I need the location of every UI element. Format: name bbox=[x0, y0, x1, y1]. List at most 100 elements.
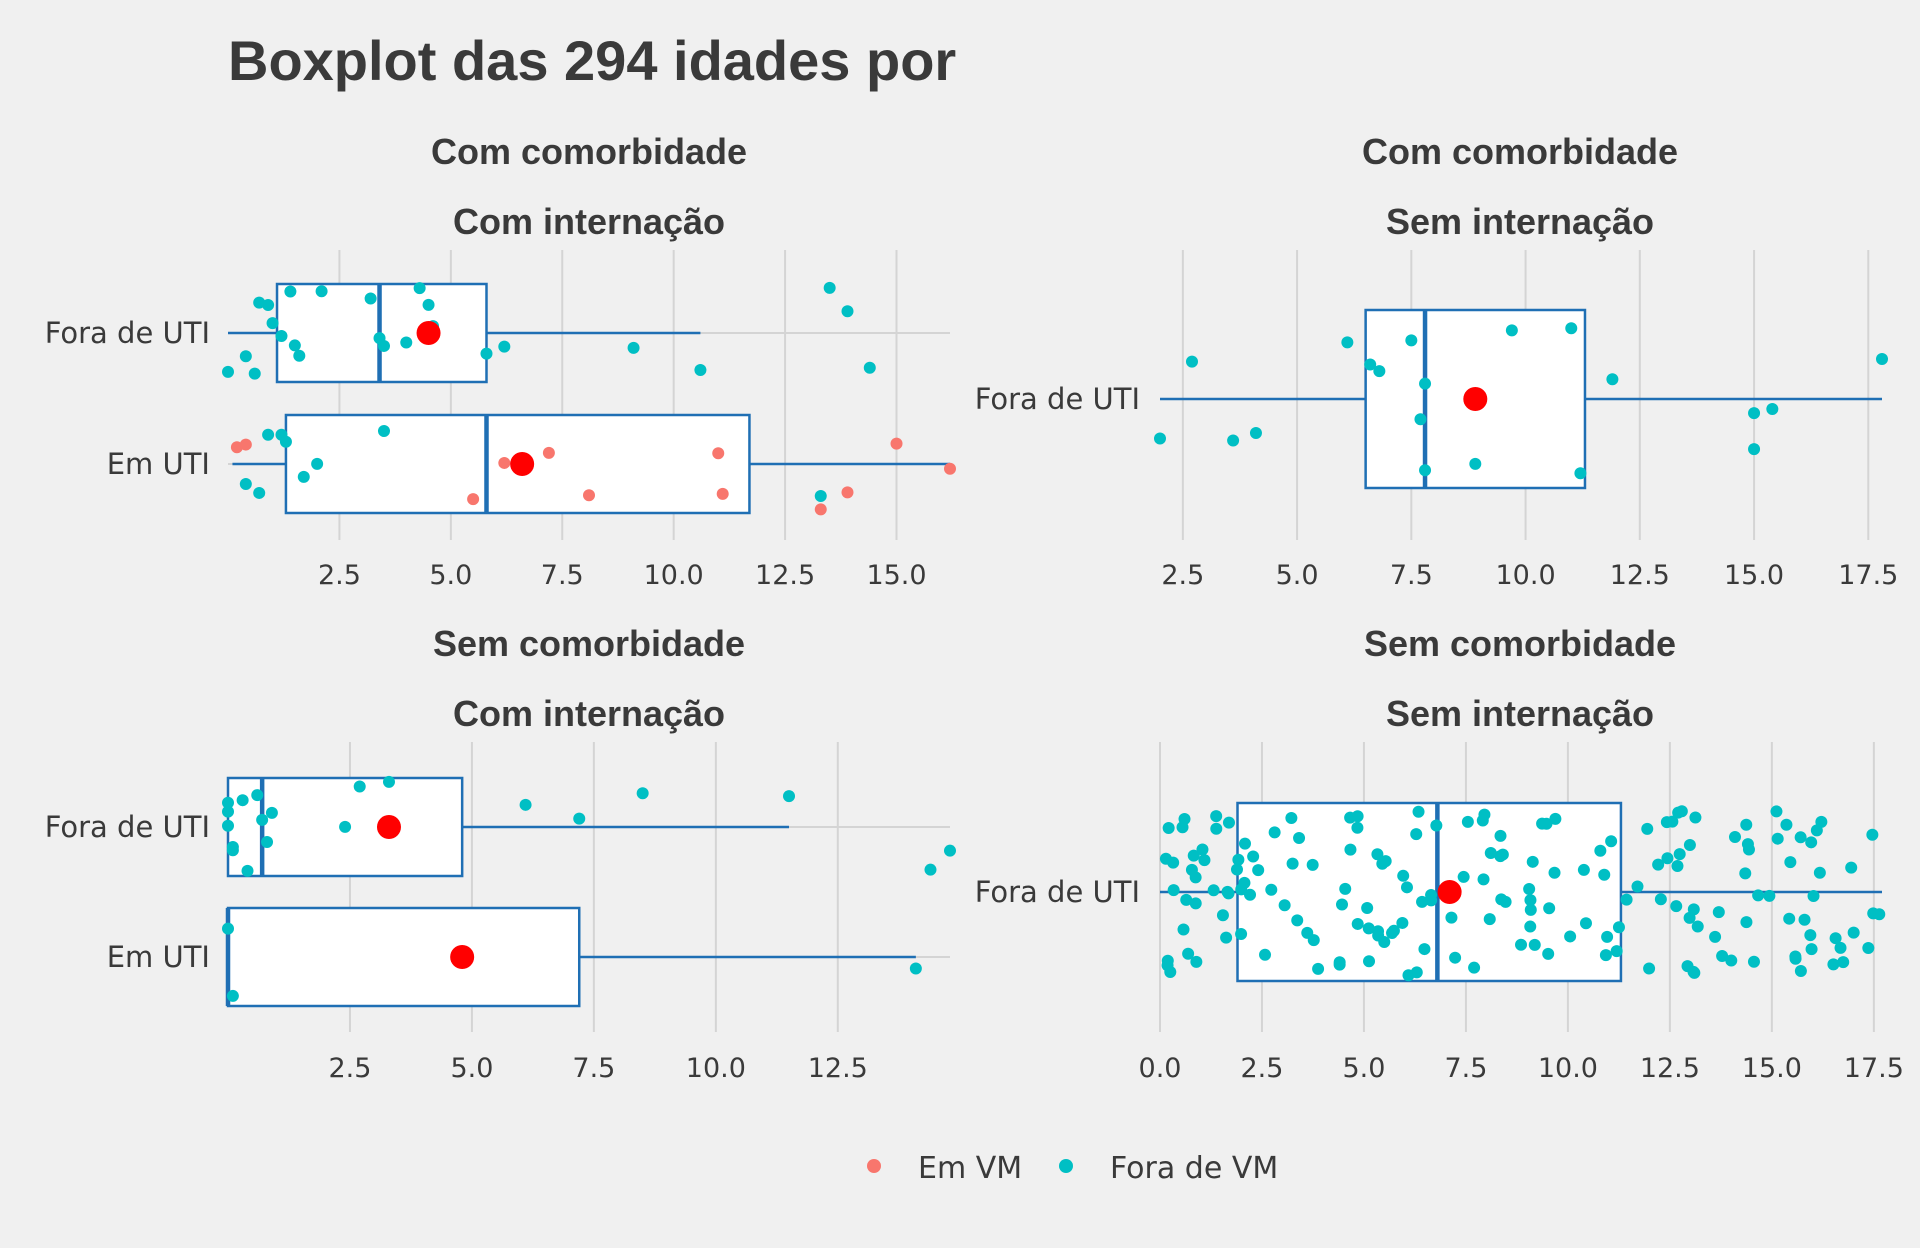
data-point bbox=[1740, 818, 1753, 831]
data-point bbox=[339, 820, 352, 833]
data-point bbox=[1419, 377, 1432, 390]
data-point bbox=[1599, 949, 1612, 962]
box-em-uti bbox=[225, 906, 916, 1008]
data-point bbox=[377, 339, 390, 352]
x-tick-label: 0.0 bbox=[1139, 1053, 1182, 1084]
mean-point bbox=[450, 945, 475, 969]
data-point bbox=[1542, 947, 1555, 960]
data-point bbox=[315, 285, 328, 298]
data-point bbox=[627, 341, 640, 354]
data-point bbox=[1673, 848, 1686, 861]
x-tick-label: 7.5 bbox=[572, 1053, 615, 1084]
data-point bbox=[1579, 917, 1592, 930]
data-point bbox=[377, 424, 390, 437]
data-point bbox=[261, 835, 274, 848]
data-point bbox=[1641, 822, 1654, 835]
data-point bbox=[1410, 966, 1423, 979]
strip-label-top: Sem comorbidade bbox=[433, 623, 745, 664]
data-point bbox=[241, 864, 254, 877]
data-point bbox=[814, 503, 827, 516]
data-point bbox=[1461, 815, 1474, 828]
data-point bbox=[467, 493, 480, 506]
data-point bbox=[1410, 828, 1423, 841]
data-point bbox=[694, 364, 707, 377]
x-tick-label: 7.5 bbox=[541, 560, 584, 591]
x-tick-label: 2.5 bbox=[328, 1053, 371, 1084]
data-point bbox=[1804, 929, 1817, 942]
data-point bbox=[1252, 864, 1265, 877]
data-point bbox=[1524, 920, 1537, 933]
data-point bbox=[1259, 948, 1272, 961]
data-point bbox=[1425, 889, 1438, 902]
strip-label-bottom: Com internação bbox=[453, 201, 725, 242]
data-point bbox=[1373, 365, 1386, 378]
x-tick-label: 12.5 bbox=[755, 560, 815, 591]
data-point bbox=[1543, 902, 1556, 915]
panel-com-comorbidade-com-internacao: Com comorbidade Com internação 2.5 5.0 7.5… bbox=[45, 131, 956, 591]
data-point bbox=[1187, 849, 1200, 862]
x-tick-label: 17.5 bbox=[1844, 1053, 1904, 1084]
y-category-label: Fora de UTI bbox=[975, 875, 1140, 909]
data-point bbox=[1177, 923, 1190, 936]
data-point bbox=[1232, 853, 1245, 866]
y-category-label: Fora de UTI bbox=[45, 810, 210, 844]
data-point bbox=[1740, 916, 1753, 929]
data-point bbox=[1154, 432, 1166, 445]
data-point bbox=[1810, 824, 1823, 837]
panel-sem-comorbidade-sem-internacao: Sem comorbidade Sem internação 0.0 2.5 5.0… bbox=[975, 623, 1904, 1084]
data-point bbox=[1784, 856, 1797, 869]
data-point bbox=[1660, 816, 1673, 829]
data-point bbox=[1605, 835, 1618, 848]
data-point bbox=[262, 298, 275, 311]
y-category-label: Fora de UTI bbox=[45, 316, 210, 350]
data-point bbox=[1526, 855, 1539, 868]
data-point bbox=[1312, 962, 1325, 975]
data-point bbox=[1220, 931, 1233, 944]
data-point bbox=[1631, 880, 1644, 893]
data-point bbox=[1190, 955, 1203, 968]
data-point bbox=[1198, 854, 1211, 867]
data-point bbox=[1494, 829, 1507, 842]
data-point bbox=[519, 798, 532, 811]
data-point bbox=[1238, 837, 1251, 850]
y-category-label: Fora de UTI bbox=[975, 382, 1140, 416]
data-point bbox=[239, 350, 252, 363]
data-point bbox=[1268, 826, 1281, 839]
legend-key-fora-de-vm bbox=[1059, 1159, 1073, 1173]
data-point bbox=[1216, 909, 1229, 922]
data-point bbox=[1807, 890, 1820, 903]
data-point bbox=[1182, 947, 1195, 960]
strip-label-top: Sem comorbidade bbox=[1364, 623, 1676, 664]
data-point bbox=[1414, 413, 1427, 426]
data-point bbox=[1725, 954, 1738, 967]
data-point bbox=[239, 478, 252, 491]
data-point bbox=[256, 813, 269, 826]
data-point bbox=[1449, 951, 1462, 964]
data-point bbox=[1457, 870, 1470, 883]
data-point bbox=[1306, 858, 1319, 871]
data-point bbox=[239, 438, 252, 451]
data-point bbox=[1565, 322, 1578, 335]
mean-point bbox=[416, 321, 441, 345]
data-point bbox=[1344, 811, 1357, 824]
data-point bbox=[1847, 926, 1860, 939]
data-point bbox=[1176, 821, 1189, 834]
data-point bbox=[1771, 832, 1784, 845]
data-point bbox=[297, 470, 310, 483]
data-point bbox=[1728, 830, 1741, 843]
data-point bbox=[1770, 805, 1783, 818]
data-point bbox=[1829, 932, 1842, 945]
data-point bbox=[944, 462, 956, 475]
data-point bbox=[1185, 863, 1198, 876]
data-point bbox=[311, 457, 324, 470]
data-point bbox=[1780, 818, 1793, 831]
x-tick-label: 12.5 bbox=[808, 1053, 868, 1084]
mean-point bbox=[510, 452, 535, 476]
x-tick-label: 15.0 bbox=[1724, 560, 1784, 591]
data-point bbox=[1364, 358, 1377, 371]
data-point bbox=[1577, 863, 1590, 876]
data-point bbox=[1866, 828, 1879, 841]
data-point bbox=[1386, 927, 1399, 940]
data-point bbox=[1361, 902, 1374, 915]
strip-label-top: Com comorbidade bbox=[431, 131, 747, 172]
